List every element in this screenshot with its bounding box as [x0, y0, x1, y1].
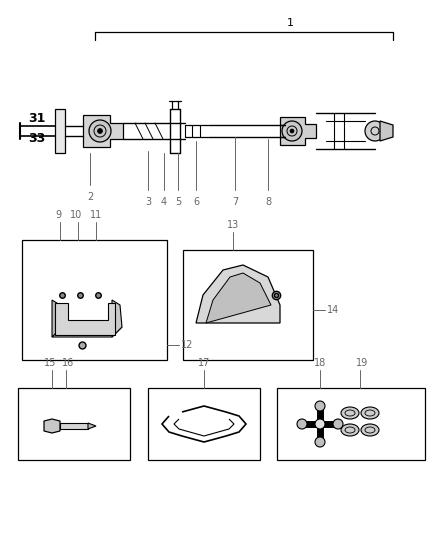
Text: 4: 4: [161, 197, 167, 207]
Text: 9: 9: [55, 210, 61, 220]
Polygon shape: [206, 273, 271, 323]
Text: 19: 19: [356, 358, 368, 368]
Text: 11: 11: [90, 210, 102, 220]
Polygon shape: [83, 115, 123, 147]
Bar: [183, 250, 313, 360]
Text: 7: 7: [232, 197, 238, 207]
Text: 14: 14: [327, 305, 339, 315]
Text: 10: 10: [70, 210, 82, 220]
Ellipse shape: [341, 407, 359, 419]
Text: 6: 6: [193, 197, 199, 207]
Ellipse shape: [361, 424, 379, 436]
Text: 2: 2: [87, 192, 93, 202]
Circle shape: [333, 419, 343, 429]
Text: 15: 15: [44, 358, 56, 368]
Circle shape: [297, 419, 307, 429]
Polygon shape: [52, 300, 62, 337]
Text: 12: 12: [181, 340, 193, 350]
Polygon shape: [44, 419, 60, 433]
Circle shape: [315, 419, 325, 429]
Polygon shape: [112, 300, 122, 337]
Text: 17: 17: [198, 358, 210, 368]
Text: 5: 5: [175, 197, 181, 207]
Bar: [60, 423, 88, 429]
Ellipse shape: [361, 407, 379, 419]
Bar: [148, 388, 260, 460]
Ellipse shape: [341, 424, 359, 436]
Circle shape: [315, 437, 325, 447]
Text: 31: 31: [28, 112, 46, 125]
Text: 33: 33: [28, 133, 45, 146]
Circle shape: [89, 120, 111, 142]
Text: 16: 16: [62, 358, 74, 368]
Polygon shape: [196, 265, 280, 323]
Text: 18: 18: [314, 358, 326, 368]
Circle shape: [365, 121, 385, 141]
Bar: [277, 388, 425, 460]
Text: 1: 1: [286, 18, 293, 28]
Text: 13: 13: [227, 220, 239, 230]
Circle shape: [282, 121, 302, 141]
Polygon shape: [55, 303, 115, 335]
Polygon shape: [380, 121, 393, 141]
Polygon shape: [55, 109, 65, 153]
Bar: [18, 388, 130, 460]
Text: 8: 8: [265, 197, 271, 207]
Polygon shape: [280, 117, 316, 145]
Circle shape: [290, 129, 294, 133]
Polygon shape: [88, 423, 96, 429]
Bar: [22, 240, 167, 360]
Polygon shape: [52, 327, 122, 337]
Circle shape: [98, 128, 102, 133]
Text: 3: 3: [145, 197, 151, 207]
Circle shape: [315, 401, 325, 411]
